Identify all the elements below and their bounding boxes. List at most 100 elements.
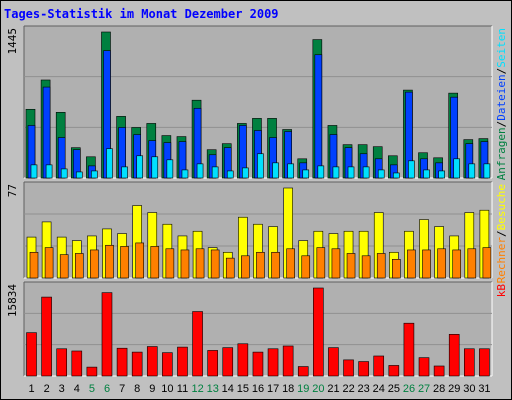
- bar-kb: [479, 348, 490, 377]
- day-label: 19: [297, 383, 309, 395]
- bar-kb: [297, 366, 309, 377]
- bar-rechner: [256, 251, 265, 279]
- day-label: 5: [89, 383, 95, 395]
- bar-seiten: [136, 155, 143, 179]
- bar-kb: [267, 348, 279, 377]
- bar-kb: [86, 366, 98, 377]
- day-label: 18: [282, 383, 294, 395]
- bar-seiten: [211, 166, 219, 179]
- day-label: 15: [237, 383, 249, 395]
- legend-entry: Dateien: [495, 74, 508, 120]
- day-label: 10: [161, 383, 173, 395]
- bar-seiten: [377, 169, 385, 179]
- day-label: 9: [149, 383, 155, 395]
- bar-kb: [177, 346, 188, 377]
- bar-seiten: [121, 166, 128, 179]
- day-label: 23: [358, 383, 370, 395]
- bar-seiten: [317, 165, 325, 179]
- day-label: 16: [252, 383, 264, 395]
- bar-rechner: [361, 255, 371, 279]
- bar-seiten: [453, 158, 461, 179]
- day-label: 7: [119, 383, 125, 395]
- day-label: 31: [478, 383, 490, 395]
- bar-kb: [358, 361, 369, 377]
- legend-entry: kB: [495, 284, 508, 298]
- bar-seiten: [393, 172, 400, 179]
- day-label: 2: [44, 383, 50, 395]
- bar-seiten: [181, 169, 189, 179]
- bar-kb: [313, 287, 324, 377]
- bar-rechner: [331, 248, 341, 279]
- bar-kb: [71, 350, 83, 377]
- bar-rechner: [286, 248, 295, 279]
- day-label: 8: [134, 383, 140, 395]
- bar-rechner: [301, 255, 311, 279]
- bar-seiten: [226, 170, 234, 179]
- bar-rechner: [210, 249, 220, 279]
- bar-kb: [237, 343, 249, 377]
- bar-seiten: [91, 170, 98, 179]
- day-label: 4: [74, 383, 80, 395]
- day-label: 1: [28, 383, 34, 395]
- bar-kb: [464, 348, 475, 377]
- bar-rechner: [316, 247, 326, 279]
- bar-seiten: [257, 153, 264, 179]
- bar-rechner: [180, 249, 190, 279]
- bar-rechner: [271, 251, 280, 279]
- bar-seiten: [423, 169, 430, 179]
- bar-kb: [101, 292, 113, 377]
- bar-kb: [252, 351, 264, 377]
- bar-seiten: [242, 167, 249, 179]
- bar-kb: [146, 346, 158, 377]
- bar-seiten: [272, 162, 279, 179]
- day-label: 20: [312, 383, 324, 395]
- legend-bottom: kB: [495, 284, 508, 298]
- day-label: 21: [327, 383, 339, 395]
- bar-rechner: [241, 255, 250, 279]
- bar-rechner: [407, 249, 416, 279]
- day-label: 27: [418, 383, 430, 395]
- bar-seiten: [151, 156, 159, 179]
- legend-entry: Besuche: [495, 184, 508, 230]
- bar-dateien: [314, 54, 323, 179]
- bar-seiten: [347, 166, 355, 179]
- bar-seiten: [468, 163, 476, 179]
- bar-rechner: [467, 248, 477, 279]
- bar-rechner: [392, 258, 401, 279]
- day-label: 22: [342, 383, 354, 395]
- bar-rechner: [195, 248, 205, 279]
- bar-seiten: [196, 163, 204, 179]
- bar-kb: [192, 311, 203, 377]
- ymax-label-top: 1445: [6, 28, 19, 55]
- legend-entry: Anfragen: [495, 127, 508, 180]
- ymax-label-bottom: 15834: [6, 284, 19, 317]
- day-label: 30: [463, 383, 475, 395]
- bar-kb: [343, 359, 354, 377]
- bar-kb: [162, 352, 173, 377]
- bar-rechner: [225, 257, 235, 279]
- bar-seiten: [362, 166, 370, 179]
- bar-rechner: [105, 244, 114, 279]
- bar-rechner: [346, 253, 356, 279]
- day-label: 26: [403, 383, 415, 395]
- bar-seiten: [60, 168, 68, 179]
- bar-kb: [328, 347, 339, 377]
- bar-dateien: [42, 86, 51, 179]
- legend-entry: Seiten: [495, 28, 508, 68]
- bar-rechner: [437, 248, 446, 279]
- bar-kb: [26, 332, 37, 377]
- bar-seiten: [287, 163, 294, 179]
- bar-kb: [448, 334, 460, 377]
- legend-entry: /: [495, 230, 508, 237]
- bar-rechner: [482, 247, 492, 279]
- bar-seiten: [75, 171, 83, 179]
- day-label: 12: [191, 383, 203, 395]
- bar-rechner: [90, 249, 99, 279]
- bar-rechner: [44, 247, 54, 279]
- bar-kb: [56, 348, 67, 377]
- day-label: 6: [104, 383, 110, 395]
- bar-seiten: [302, 169, 310, 179]
- day-label: 11: [177, 383, 188, 395]
- day-label: 24: [373, 383, 385, 395]
